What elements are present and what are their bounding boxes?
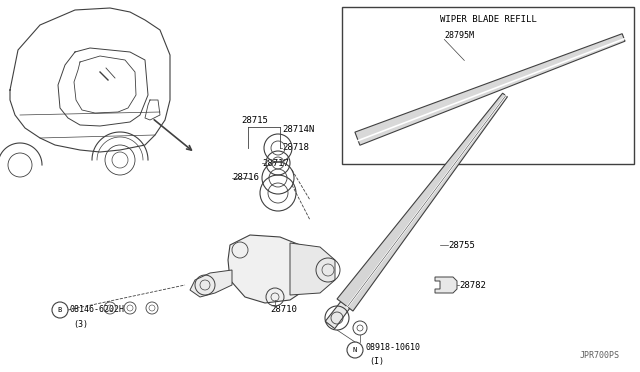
Text: 28795M: 28795M: [444, 31, 474, 40]
Text: (3): (3): [73, 320, 88, 329]
Text: 28715: 28715: [241, 116, 268, 125]
Text: (I): (I): [369, 357, 384, 366]
Text: 08918-10610: 08918-10610: [365, 343, 420, 352]
Polygon shape: [325, 114, 492, 328]
Polygon shape: [190, 270, 232, 297]
Text: 28716: 28716: [232, 173, 259, 183]
Text: 08146-6202H: 08146-6202H: [70, 305, 125, 314]
Bar: [342, 7, 634, 164]
Text: 28718: 28718: [282, 144, 309, 153]
Text: B: B: [58, 307, 62, 313]
Text: 28790: 28790: [395, 151, 422, 160]
Text: JPR700PS: JPR700PS: [580, 351, 620, 360]
Polygon shape: [337, 93, 508, 311]
Polygon shape: [290, 243, 335, 295]
Text: 28714N: 28714N: [282, 125, 314, 135]
Text: WIPER BLADE REFILL: WIPER BLADE REFILL: [440, 15, 536, 24]
Text: 28755: 28755: [448, 241, 475, 250]
Polygon shape: [228, 235, 310, 303]
Text: 28782: 28782: [459, 280, 486, 289]
Text: 28710: 28710: [270, 305, 297, 314]
Text: N: N: [353, 347, 357, 353]
Text: 28717: 28717: [262, 158, 289, 167]
Polygon shape: [355, 34, 625, 145]
Polygon shape: [435, 277, 457, 293]
